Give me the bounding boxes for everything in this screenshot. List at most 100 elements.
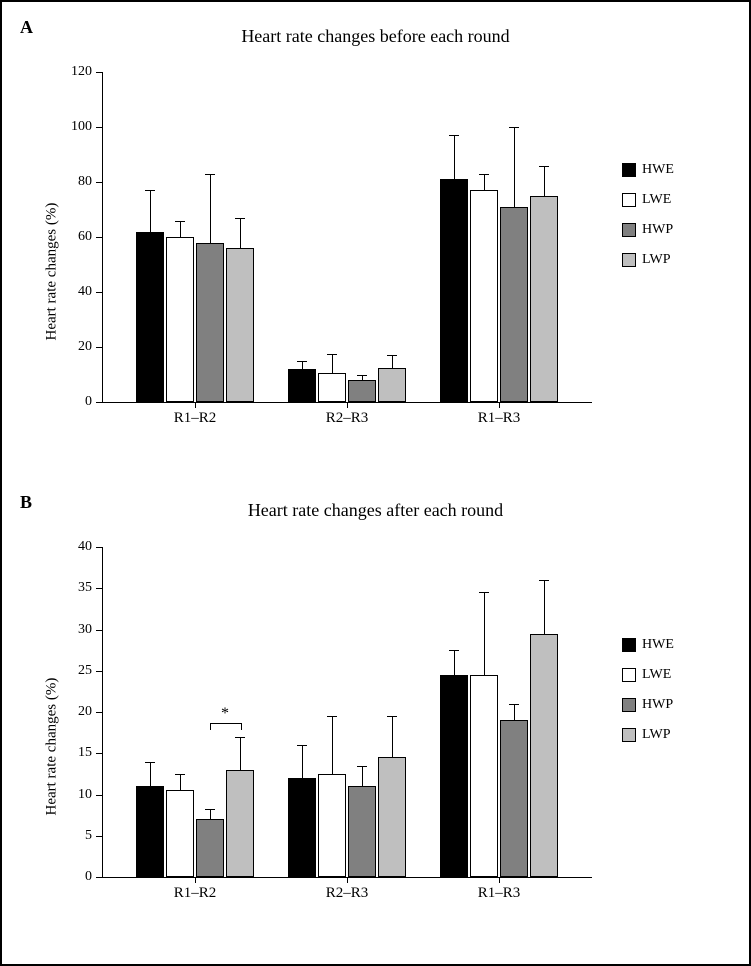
legend-swatch-hwp	[622, 698, 636, 712]
x-tick-label: R2–R3	[307, 885, 387, 902]
panel-a-legend: HWE LWE HWP LWP	[622, 162, 674, 282]
y-axis	[102, 547, 103, 877]
y-tick	[96, 237, 102, 238]
y-tick	[96, 630, 102, 631]
legend-swatch-lwp	[622, 728, 636, 742]
y-tick	[96, 753, 102, 754]
legend-swatch-hwe	[622, 638, 636, 652]
error-bar-cap	[479, 592, 489, 593]
error-bar	[484, 174, 485, 191]
panel-b-title: Heart rate changes after each round	[2, 500, 749, 521]
x-tick	[499, 877, 500, 883]
error-bar	[150, 762, 151, 787]
legend-label: LWE	[642, 192, 671, 208]
y-tick-label: 35	[62, 580, 92, 596]
legend-label: HWE	[642, 637, 674, 653]
error-bar-cap	[145, 762, 155, 763]
figure-container: A Heart rate changes before each round H…	[0, 0, 751, 966]
y-tick	[96, 795, 102, 796]
legend-label: HWP	[642, 222, 673, 238]
y-tick	[96, 72, 102, 73]
bar	[196, 243, 224, 403]
error-bar-cap	[297, 745, 307, 746]
bar	[136, 232, 164, 403]
error-bar	[454, 650, 455, 675]
error-bar	[302, 361, 303, 369]
error-bar	[180, 221, 181, 238]
y-tick	[96, 588, 102, 589]
y-tick	[96, 127, 102, 128]
bar	[226, 770, 254, 877]
y-tick	[96, 671, 102, 672]
bar	[470, 190, 498, 402]
y-tick	[96, 877, 102, 878]
bar	[288, 778, 316, 877]
error-bar-cap	[539, 580, 549, 581]
x-tick-label: R2–R3	[307, 410, 387, 427]
error-bar	[514, 704, 515, 721]
error-bar	[544, 580, 545, 634]
error-bar-cap	[509, 127, 519, 128]
y-tick	[96, 292, 102, 293]
error-bar-cap	[205, 809, 215, 810]
legend-swatch-lwp	[622, 253, 636, 267]
error-bar-cap	[387, 355, 397, 356]
bar	[318, 774, 346, 877]
x-tick	[195, 877, 196, 883]
bar	[136, 786, 164, 877]
x-tick-label: R1–R2	[155, 410, 235, 427]
error-bar	[362, 766, 363, 787]
y-tick-label: 60	[62, 229, 92, 245]
legend-item-lwp: LWP	[622, 252, 674, 268]
panel-a-title: Heart rate changes before each round	[2, 26, 749, 47]
legend-label: LWP	[642, 727, 671, 743]
error-bar	[240, 737, 241, 770]
bar	[318, 373, 346, 402]
y-tick-label: 0	[62, 869, 92, 885]
error-bar-cap	[297, 361, 307, 362]
bar	[500, 720, 528, 877]
panel-a-chart-area: 020406080100120R1–R2R2–R3R1–R3	[102, 62, 592, 432]
y-tick-label: 120	[62, 64, 92, 80]
error-bar-cap	[235, 218, 245, 219]
bar	[470, 675, 498, 877]
legend-swatch-hwp	[622, 223, 636, 237]
error-bar-cap	[205, 174, 215, 175]
y-tick-label: 20	[62, 704, 92, 720]
bar	[440, 675, 468, 877]
bar	[378, 368, 406, 402]
x-tick	[347, 402, 348, 408]
bar	[500, 207, 528, 402]
panel-b-legend: HWE LWE HWP LWP	[622, 637, 674, 757]
x-tick	[195, 402, 196, 408]
legend-swatch-hwe	[622, 163, 636, 177]
y-tick	[96, 712, 102, 713]
error-bar-cap	[145, 190, 155, 191]
y-tick	[96, 402, 102, 403]
bar	[348, 380, 376, 402]
error-bar	[332, 354, 333, 373]
y-tick-label: 10	[62, 787, 92, 803]
error-bar-cap	[539, 166, 549, 167]
y-tick-label: 100	[62, 119, 92, 135]
y-tick-label: 80	[62, 174, 92, 190]
bar	[530, 634, 558, 877]
y-tick-label: 30	[62, 622, 92, 638]
legend-item-lwe: LWE	[622, 667, 674, 683]
y-tick	[96, 182, 102, 183]
y-tick	[96, 836, 102, 837]
x-tick-label: R1–R3	[459, 410, 539, 427]
legend-swatch-lwe	[622, 668, 636, 682]
x-tick-label: R1–R3	[459, 885, 539, 902]
error-bar-cap	[509, 704, 519, 705]
legend-item-lwe: LWE	[622, 192, 674, 208]
error-bar-cap	[327, 354, 337, 355]
error-bar-cap	[449, 135, 459, 136]
x-tick	[499, 402, 500, 408]
bar	[378, 757, 406, 877]
error-bar-cap	[387, 716, 397, 717]
legend-item-hwe: HWE	[622, 637, 674, 653]
panel-b: B Heart rate changes after each round He…	[2, 492, 749, 952]
y-tick-label: 5	[62, 828, 92, 844]
legend-item-lwp: LWP	[622, 727, 674, 743]
